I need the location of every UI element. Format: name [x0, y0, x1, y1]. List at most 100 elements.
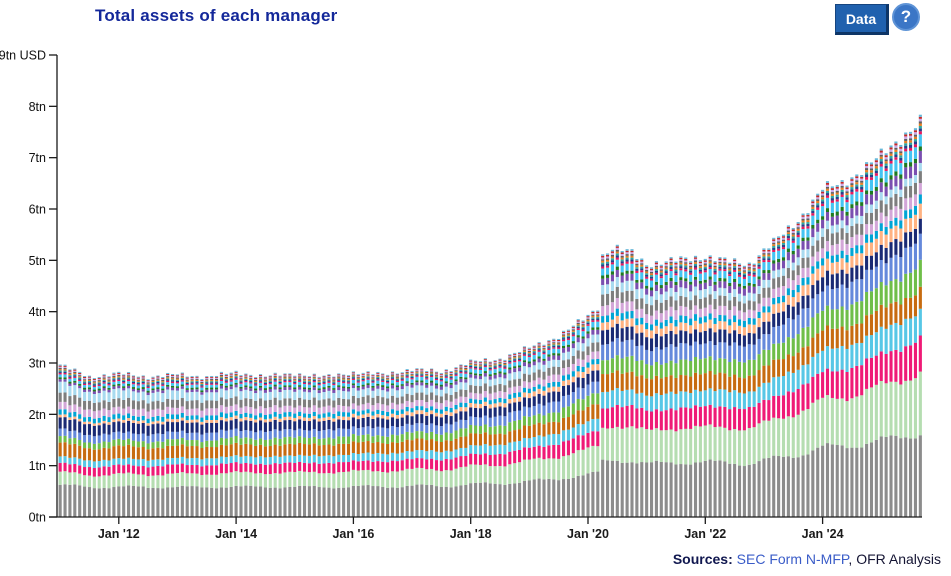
- bar-segment-manager-24[interactable]: [459, 364, 463, 366]
- bar-segment-manager-15[interactable]: [855, 201, 859, 206]
- bar-segment-manager-16[interactable]: [752, 276, 756, 284]
- bar-segment-manager-13[interactable]: [610, 281, 614, 291]
- bar-segment-manager-17[interactable]: [874, 173, 878, 176]
- bar-segment-manager-16[interactable]: [478, 369, 483, 374]
- bar-segment-manager-03[interactable]: [78, 465, 82, 474]
- bar-segment-manager-09[interactable]: [493, 403, 497, 408]
- bar-segment-manager-09[interactable]: [571, 376, 575, 383]
- bar-segment-manager-19[interactable]: [474, 365, 478, 367]
- bar-segment-manager-02[interactable]: [464, 466, 468, 485]
- bar-segment-manager-05[interactable]: [317, 445, 321, 457]
- bar-segment-manager-19[interactable]: [327, 379, 331, 381]
- bar-segment-manager-24[interactable]: [92, 378, 96, 380]
- bar-segment-manager-04[interactable]: [684, 391, 688, 408]
- bar-segment-manager-01[interactable]: [718, 460, 722, 517]
- bar-segment-manager-08[interactable]: [532, 396, 536, 406]
- bar-segment-manager-14[interactable]: [263, 389, 267, 393]
- bar-segment-manager-13[interactable]: [527, 367, 531, 375]
- bar-segment-manager-16[interactable]: [254, 385, 258, 389]
- bar-segment-manager-07[interactable]: [234, 428, 238, 436]
- bar-segment-manager-16[interactable]: [371, 382, 375, 386]
- bar-segment-manager-15[interactable]: [557, 353, 561, 356]
- bar-segment-manager-18[interactable]: [630, 259, 634, 262]
- bar-segment-manager-06[interactable]: [860, 301, 864, 324]
- bar-segment-manager-15[interactable]: [865, 190, 869, 195]
- bar-segment-manager-19[interactable]: [239, 380, 243, 382]
- bar-segment-manager-13[interactable]: [215, 392, 219, 401]
- bar-segment-manager-18[interactable]: [498, 365, 502, 367]
- bar-segment-manager-08[interactable]: [742, 335, 746, 347]
- bar-segment-manager-13[interactable]: [117, 388, 121, 399]
- bar-segment-manager-22[interactable]: [703, 261, 707, 264]
- bar-segment-manager-10[interactable]: [83, 417, 87, 422]
- bar-segment-manager-20[interactable]: [258, 378, 263, 380]
- bar-segment-manager-24[interactable]: [713, 261, 717, 263]
- bar-segment-manager-07[interactable]: [215, 432, 219, 441]
- bar-segment-manager-04[interactable]: [205, 458, 209, 466]
- bar-segment-manager-12[interactable]: [562, 360, 566, 369]
- bar-segment-manager-18[interactable]: [151, 383, 155, 385]
- bar-segment-manager-07[interactable]: [376, 426, 380, 436]
- bar-segment-manager-01[interactable]: [562, 479, 566, 517]
- bar-segment-manager-22[interactable]: [376, 373, 380, 375]
- bar-segment-manager-13[interactable]: [708, 285, 712, 295]
- bar-segment-manager-19[interactable]: [918, 125, 922, 129]
- bar-segment-manager-03[interactable]: [434, 460, 439, 471]
- bar-segment-manager-09[interactable]: [107, 422, 111, 425]
- bar-segment-manager-08[interactable]: [874, 252, 878, 267]
- bar-segment-manager-20[interactable]: [175, 378, 179, 380]
- bar-segment-manager-09[interactable]: [400, 413, 404, 418]
- bar-segment-manager-06[interactable]: [146, 443, 150, 450]
- bar-segment-manager-16[interactable]: [532, 354, 536, 360]
- bar-segment-manager-24[interactable]: [645, 265, 649, 267]
- bar-segment-manager-14[interactable]: [317, 390, 321, 394]
- bar-segment-manager-24[interactable]: [278, 375, 282, 377]
- bar-segment-manager-04[interactable]: [302, 455, 307, 463]
- bar-segment-manager-24[interactable]: [175, 374, 179, 376]
- bar-segment-manager-10[interactable]: [229, 412, 233, 418]
- bar-segment-manager-01[interactable]: [825, 443, 830, 517]
- bar-segment-manager-09[interactable]: [825, 258, 830, 271]
- bar-segment-manager-11[interactable]: [601, 306, 605, 317]
- bar-segment-manager-23[interactable]: [909, 133, 913, 136]
- bar-segment-manager-10[interactable]: [786, 288, 790, 296]
- bar-segment-manager-16[interactable]: [503, 368, 507, 373]
- bar-segment-manager-24[interactable]: [674, 261, 678, 263]
- bar-segment-manager-02[interactable]: [425, 469, 429, 486]
- bar-segment-manager-18[interactable]: [693, 265, 698, 268]
- bar-segment-manager-11[interactable]: [146, 411, 150, 419]
- bar-segment-manager-23[interactable]: [899, 146, 903, 149]
- bar-segment-manager-16[interactable]: [615, 259, 619, 267]
- bar-segment-manager-05[interactable]: [195, 446, 199, 458]
- bar-segment-manager-11[interactable]: [156, 408, 160, 416]
- bar-segment-manager-21[interactable]: [777, 241, 781, 243]
- bar-segment-manager-15[interactable]: [430, 380, 434, 383]
- bar-segment-manager-21[interactable]: [195, 378, 199, 380]
- bar-segment-manager-09[interactable]: [635, 325, 639, 334]
- bar-segment-manager-05[interactable]: [703, 373, 707, 391]
- bar-segment-manager-13[interactable]: [219, 388, 223, 398]
- bar-segment-manager-14[interactable]: [376, 385, 380, 389]
- bar-segment-manager-06[interactable]: [522, 416, 527, 426]
- bar-segment-manager-04[interactable]: [899, 325, 903, 352]
- bar-segment-manager-13[interactable]: [669, 287, 673, 297]
- bar-segment-manager-21[interactable]: [679, 261, 683, 263]
- bar-segment-manager-20[interactable]: [693, 262, 698, 264]
- bar-segment-manager-23[interactable]: [239, 376, 243, 378]
- bar-segment-manager-23[interactable]: [210, 376, 214, 378]
- bar-segment-manager-10[interactable]: [141, 415, 145, 421]
- bar-segment-manager-18[interactable]: [708, 265, 712, 268]
- bar-segment-manager-13[interactable]: [899, 189, 903, 197]
- bar-segment-manager-09[interactable]: [640, 324, 644, 333]
- bar-segment-manager-01[interactable]: [488, 483, 492, 517]
- bar-segment-manager-11[interactable]: [855, 234, 859, 246]
- bar-segment-manager-17[interactable]: [542, 352, 546, 355]
- bar-segment-manager-09[interactable]: [449, 412, 453, 417]
- bar-segment-manager-15[interactable]: [200, 390, 204, 393]
- bar-segment-manager-04[interactable]: [439, 452, 443, 461]
- bar-segment-manager-06[interactable]: [596, 393, 600, 405]
- bar-segment-manager-21[interactable]: [796, 227, 800, 229]
- bar-segment-manager-24[interactable]: [630, 249, 634, 251]
- bar-segment-manager-05[interactable]: [689, 376, 693, 393]
- bar-segment-manager-13[interactable]: [865, 204, 869, 213]
